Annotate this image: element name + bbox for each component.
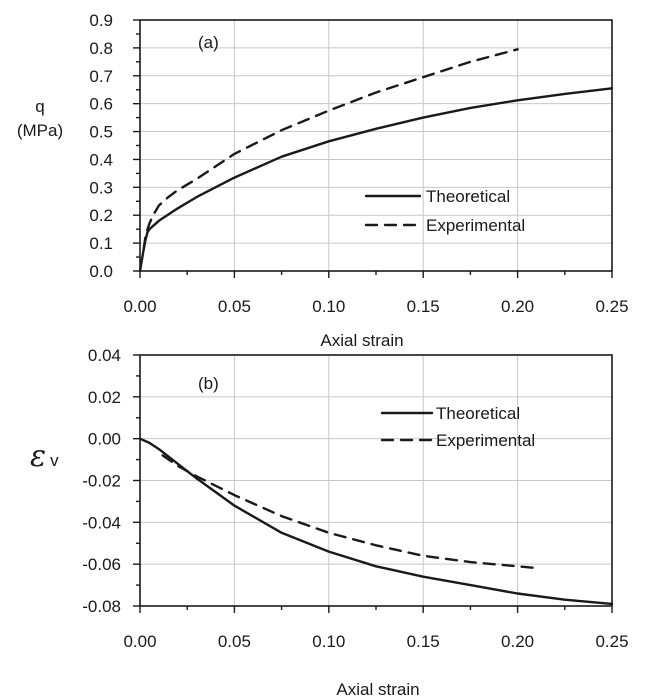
y-tick-label: 0.5	[89, 123, 113, 142]
x-tick-label: 0.00	[123, 297, 156, 316]
y-tick-label: 0.02	[88, 388, 121, 407]
y-tick-label: -0.02	[82, 472, 121, 491]
panel-a-ticks: 0.00 0.05 0.10 0.15 0.20 0.25 0.0 0.1 0.2 0.3 0.4 0…	[89, 11, 628, 316]
panel-a: 0.00 0.05 0.10 0.15 0.20 0.25 0.0 0.1 0.2 0.3 0.4 0…	[17, 11, 629, 350]
panel-b-series	[138, 437, 614, 606]
y-tick-label: 0.8	[89, 39, 113, 58]
y-tick-label: 0.7	[89, 67, 113, 86]
x-tick-label: 0.05	[218, 632, 251, 651]
x-tick-label: 0.05	[218, 297, 251, 316]
panel-a-plot-frame	[139, 19, 613, 272]
y-tick-label: -0.04	[82, 513, 121, 532]
y-tick-label: 0.0	[89, 262, 113, 281]
x-tick-label: 0.25	[595, 297, 628, 316]
panel-b-legend: Theoretical Experimental	[380, 404, 535, 450]
panel-a-xlabel: Axial strain	[320, 331, 403, 350]
panel-b-label: (b)	[198, 374, 219, 393]
panel-a-legend-theoretical: Theoretical	[426, 187, 510, 206]
x-tick-label: 0.10	[312, 297, 345, 316]
panel-a-legend: Theoretical Experimental	[364, 187, 525, 235]
x-tick-label: 0.25	[595, 632, 628, 651]
y-tick-label: -0.06	[82, 555, 121, 574]
panel-b-legend-experimental: Experimental	[436, 431, 535, 450]
y-tick-label: 0.04	[88, 346, 121, 365]
y-tick-label: 0.2	[89, 206, 113, 225]
panel-b-xlabel: Axial strain	[336, 680, 419, 699]
panel-b-grid	[140, 355, 612, 606]
panel-a-ylabel-q: q	[35, 97, 44, 116]
epsilon-subscript: v	[50, 451, 59, 470]
series-line-theoretical	[138, 437, 614, 606]
y-tick-label: 0.3	[89, 178, 113, 197]
panel-b-legend-theoretical: Theoretical	[436, 404, 520, 423]
x-tick-label: 0.20	[501, 297, 534, 316]
x-tick-label: 0.15	[407, 632, 440, 651]
y-tick-label: 0.9	[89, 11, 113, 30]
panel-a-grid	[140, 20, 612, 271]
x-tick-label: 0.20	[501, 632, 534, 651]
panel-b: 0.00 0.05 0.10 0.15 0.20 0.250.040.020.00-0.0…	[30, 346, 629, 699]
y-tick-label: 0.6	[89, 95, 113, 114]
panel-a-label: (a)	[198, 33, 219, 52]
panel-a-legend-experimental: Experimental	[426, 216, 525, 235]
epsilon-symbol: ε	[30, 439, 46, 474]
y-tick-label: -0.08	[82, 597, 121, 616]
series-line-experimental	[142, 48, 519, 250]
y-tick-label: 0.1	[89, 234, 113, 253]
x-tick-label: 0.00	[123, 632, 156, 651]
y-tick-label: 0.00	[88, 430, 121, 449]
series-line-experimental	[161, 454, 542, 570]
x-tick-label: 0.15	[407, 297, 440, 316]
panel-a-ylabel-unit: (MPa)	[17, 121, 63, 140]
y-tick-label: 0.4	[89, 150, 113, 169]
panel-b-ticks: 0.00 0.05 0.10 0.15 0.20 0.250.040.020.00-0.0…	[82, 346, 628, 651]
x-tick-label: 0.10	[312, 632, 345, 651]
panel-a-series	[138, 48, 614, 273]
